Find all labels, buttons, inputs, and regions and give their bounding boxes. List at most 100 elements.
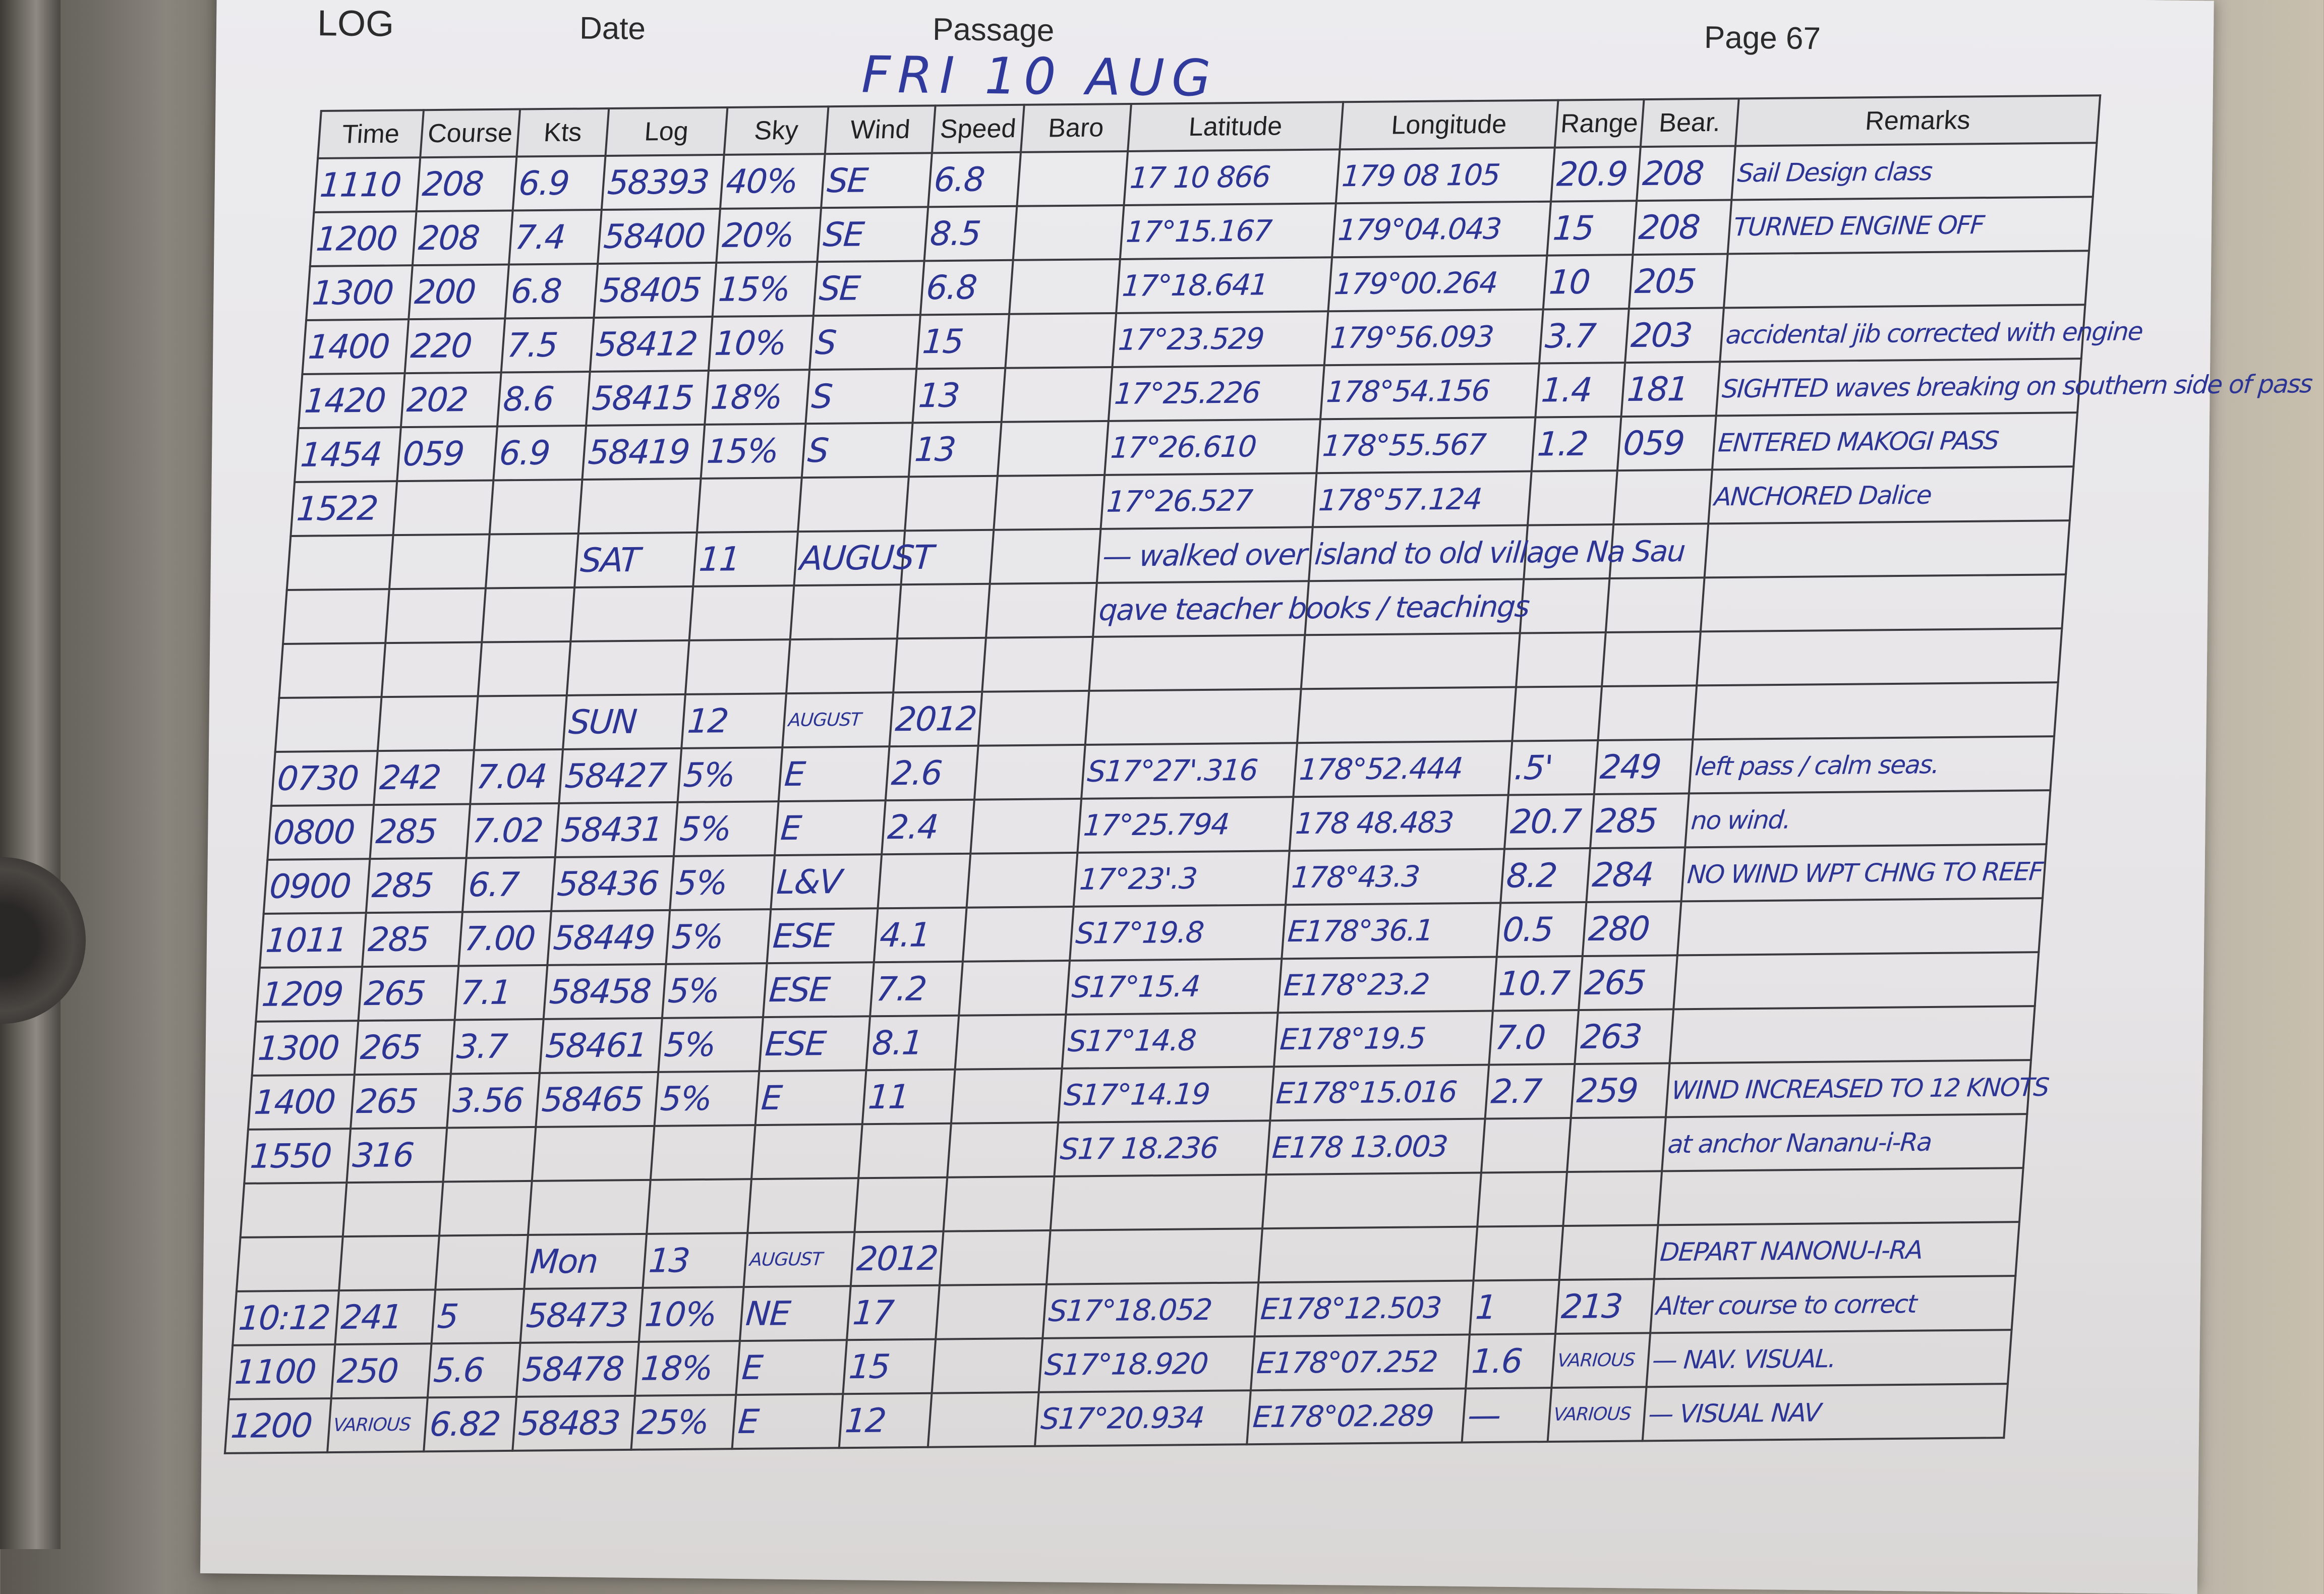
cell-range (1473, 1226, 1563, 1281)
cell-course: 265 (351, 1074, 451, 1129)
cell-range: 3.7 (1539, 309, 1629, 364)
cell-bearing: 284 (1586, 847, 1686, 903)
cell-kts: 3.7 (450, 1019, 544, 1074)
cell-sky: 40% (720, 154, 825, 209)
cell-time: 1400 (248, 1075, 355, 1130)
cell-course (342, 1182, 443, 1237)
cell-course: 285 (362, 912, 462, 967)
cell-course: 220 (404, 318, 505, 374)
cell-baro (939, 1230, 1051, 1285)
cell-latitude: 17°25.794 (1077, 797, 1294, 853)
cell-remarks: — NAV. VISUAL. (1646, 1330, 2012, 1387)
cell-course: 250 (331, 1343, 432, 1399)
cell-baro (1013, 205, 1124, 260)
cell-wind: ESE (759, 1016, 870, 1072)
cell-speed: 15 (916, 314, 1010, 369)
cell-time: 1209 (256, 967, 363, 1022)
cell-remarks: TURNED ENGINE OFF (1727, 197, 2093, 254)
cell-longitude: 178°52.444 (1293, 741, 1513, 797)
cell-time: 0900 (263, 859, 370, 914)
cell-sky: 10% (638, 1287, 744, 1342)
cell-speed: 4.1 (874, 907, 967, 963)
cell-remarks (1677, 898, 2043, 956)
cell-remarks: WIND INCREASED TO 12 KNOTS (1665, 1060, 2050, 1117)
date-label: Date (579, 11, 646, 46)
cell-longitude: 178°43.3 (1286, 849, 1504, 905)
cell-kts: 7.02 (466, 803, 559, 858)
cell-remarks: SIGHTED waves breaking on southern side … (1716, 359, 2313, 416)
cell-longitude: E178°12.503 (1254, 1280, 1474, 1337)
cell-latitude (1085, 689, 1301, 745)
cell-latitude: S17°27'.316 (1081, 743, 1298, 799)
column-header-speed: Speed (932, 104, 1024, 153)
cell-sky: 20% (716, 208, 822, 263)
cell-bearing (1602, 631, 1701, 687)
cell-kts: 7.04 (470, 749, 563, 804)
cell-bearing (1559, 1225, 1658, 1280)
cell-bearing: 205 (1629, 254, 1728, 309)
cell-sky: 5% (677, 747, 783, 802)
cell-sky: 5% (658, 1017, 763, 1072)
cell-course: 208 (416, 156, 517, 212)
cell-kts (478, 641, 571, 696)
cell-speed (905, 476, 998, 531)
cell-speed: 17 (847, 1285, 940, 1340)
cell-baro (962, 906, 1074, 962)
cell-kts: 6.9 (493, 425, 587, 481)
cell-sky: 15% (712, 262, 818, 317)
cell-range: 2.7 (1485, 1064, 1575, 1119)
cell-baro (951, 1068, 1062, 1124)
cell-log: 58405 (594, 262, 717, 318)
cell-longitude: E178°19.5 (1273, 1011, 1493, 1067)
cell-latitude: S17°18.052 (1042, 1282, 1259, 1338)
cell-bearing: 181 (1621, 362, 1720, 417)
cell-time: 1200 (310, 211, 417, 266)
cell-wind: AUGUST (782, 692, 894, 748)
cell-log (578, 478, 701, 534)
cell-course (377, 696, 478, 751)
cell-bearing: 259 (1571, 1063, 1670, 1118)
cell-range: 15 (1547, 201, 1637, 256)
cell-speed: 2012 (889, 691, 982, 747)
cell-course: 265 (358, 966, 459, 1021)
cell-wind: S (809, 315, 920, 370)
cell-sky: 5% (654, 1071, 760, 1126)
cell-kts (439, 1180, 532, 1236)
metal-rail (0, 0, 61, 1549)
cell-remarks: NO WIND WPT CHNG TO REEF (1681, 844, 2047, 902)
cell-wind: AUGUST (743, 1232, 855, 1287)
cell-kts: 7.5 (501, 317, 594, 373)
cell-kts: 3.56 (447, 1073, 540, 1128)
cell-range: — (1462, 1388, 1552, 1443)
cell-latitude: 17°23.529 (1112, 311, 1328, 367)
cell-sky (696, 478, 802, 533)
cell-latitude: 17°26.610 (1105, 419, 1321, 475)
cell-log: 58458 (543, 964, 666, 1019)
cell-speed: 12 (839, 1393, 932, 1448)
cell-remarks: left pass / calm seas. (1689, 736, 2055, 794)
cell-kts (474, 695, 567, 750)
cell-sky (685, 639, 790, 694)
cell-remarks (1658, 1168, 2023, 1225)
column-header-log: Log (605, 107, 728, 156)
cell-wind: E (736, 1340, 847, 1395)
cell-bearing: 208 (1633, 200, 1732, 255)
cell-wind (798, 477, 909, 532)
cell-wind: NE (739, 1286, 851, 1341)
cell-bearing: 285 (1590, 793, 1689, 849)
cell-longitude: 178 48.483 (1289, 795, 1508, 851)
cell-speed: 11 (862, 1069, 955, 1125)
stove-knob (0, 857, 86, 1024)
cell-wind: SE (817, 207, 928, 262)
cell-range (1520, 578, 1610, 633)
cell-remarks: accidental jib corrected with engine (1720, 305, 2143, 362)
cell-range: .5' (1508, 740, 1598, 795)
cell-time (279, 643, 386, 698)
cell-bearing (1563, 1171, 1662, 1226)
cell-speed: 2.4 (882, 799, 974, 855)
cell-longitude: 179°04.043 (1332, 201, 1551, 258)
cell-baro (970, 798, 1082, 854)
cell-remarks: — VISUAL NAV (1642, 1384, 2008, 1441)
cell-baro (936, 1284, 1047, 1339)
cell-kts: 6.8 (505, 263, 598, 319)
